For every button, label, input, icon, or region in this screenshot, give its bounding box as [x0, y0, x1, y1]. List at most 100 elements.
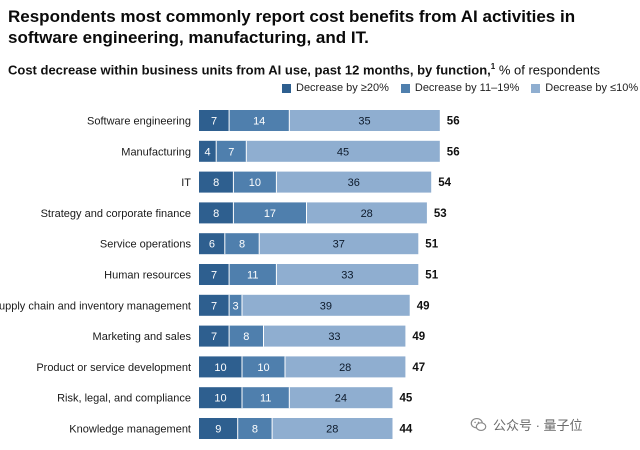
data-label: 11: [247, 270, 258, 282]
segment-divider: [215, 140, 217, 162]
bar-segment: [263, 325, 406, 347]
bar-segment: [289, 387, 393, 409]
segment-divider: [228, 110, 230, 131]
legend-swatch-dark: [282, 83, 291, 93]
data-label: 10: [257, 362, 269, 374]
bar-segment: [285, 356, 406, 378]
segment-divider: [228, 325, 230, 347]
total-label: 47: [412, 362, 425, 374]
segment-divider: [284, 356, 286, 378]
bar-segment: [289, 110, 440, 131]
total-label: 49: [412, 331, 425, 343]
legend-item-dark: Decrease by ≥20%: [282, 82, 389, 94]
data-label: 8: [213, 208, 219, 220]
total-label: 44: [400, 424, 413, 436]
bar-segment: [199, 418, 238, 439]
segment-divider: [263, 325, 264, 347]
data-label: 6: [209, 239, 215, 251]
watermark: 公众号 · 量子位: [470, 414, 583, 434]
bar-segment: [246, 140, 440, 162]
data-label: 7: [228, 146, 234, 158]
data-label: 11: [260, 393, 271, 405]
bar-segment: [199, 233, 225, 255]
legend-label-dark: Decrease by ≥20%: [296, 82, 389, 94]
data-label: 10: [214, 362, 226, 374]
segment-divider: [245, 140, 247, 162]
segment-divider: [258, 233, 260, 255]
bar-segment: [272, 418, 393, 439]
data-label: 39: [320, 300, 332, 312]
data-label: 33: [341, 270, 353, 282]
data-label: 28: [339, 362, 351, 374]
chart-subtitle: Cost decrease within business units from…: [8, 58, 638, 78]
legend-swatch-mid: [400, 83, 410, 93]
bar-segment: [276, 171, 432, 193]
data-label: 45: [337, 146, 349, 158]
data-label: 17: [264, 208, 276, 220]
category-label: Risk, legal, and compliance: [57, 393, 191, 405]
segment-divider: [232, 171, 234, 193]
segment-divider: [275, 171, 277, 193]
segment-divider: [224, 233, 226, 255]
category-label: Product or service development: [36, 362, 191, 374]
segment-divider: [241, 387, 243, 409]
bar-segment: [306, 202, 427, 224]
data-label: 10: [214, 393, 226, 405]
total-label: 45: [400, 393, 413, 405]
data-label: 28: [361, 208, 373, 220]
bar-segment: [233, 171, 277, 193]
total-label: 56: [447, 116, 460, 128]
bar-segment: [199, 202, 234, 224]
total-label: 49: [417, 300, 430, 312]
bar-segment: [199, 264, 230, 285]
legend-item-mid: Decrease by 11–19%: [400, 82, 520, 94]
data-label: 7: [211, 331, 217, 343]
bar-segment: [199, 140, 217, 162]
segment-divider: [237, 418, 239, 439]
bar-segment: [199, 294, 230, 316]
segment-divider: [232, 202, 234, 224]
footnote-marker: 1: [490, 62, 496, 71]
data-label: 36: [348, 177, 360, 189]
legend-item-light: Decrease by ≤10%: [531, 82, 638, 94]
data-label: 35: [358, 116, 370, 128]
data-label: 9: [215, 424, 221, 436]
total-label: 51: [425, 239, 438, 251]
data-label: 10: [249, 177, 261, 189]
segment-divider: [306, 202, 307, 224]
data-label: 7: [211, 116, 217, 128]
data-label: 7: [211, 300, 217, 312]
bar-segment: [199, 356, 242, 378]
total-label: 54: [438, 177, 451, 189]
category-label: Human resources: [104, 270, 191, 282]
segment-divider: [271, 418, 273, 439]
bar-segment: [229, 110, 290, 131]
bar-segment: [242, 356, 285, 378]
data-label: 8: [239, 239, 245, 251]
total-label: 51: [425, 270, 438, 282]
subtitle-main: Cost decrease within business units from…: [8, 62, 491, 78]
bar-segment: [242, 387, 290, 409]
category-label: Supply chain and inventory management: [0, 300, 191, 312]
bar-segment: [199, 110, 230, 131]
legend-label-light: Decrease by ≤10%: [545, 82, 639, 94]
bar-segment: [199, 171, 234, 193]
data-label: 7: [211, 270, 217, 282]
segment-divider: [288, 387, 290, 409]
total-label: 53: [434, 208, 447, 220]
legend-label-mid: Decrease by 11–19%: [414, 82, 520, 94]
category-label: Software engineering: [87, 116, 191, 128]
category-label: Service operations: [100, 239, 192, 251]
bar-segment: [229, 325, 264, 347]
category-label: IT: [181, 177, 191, 189]
data-label: 8: [243, 331, 249, 343]
category-label: Marketing and sales: [93, 331, 192, 343]
bar-segment: [199, 387, 242, 409]
chart-headline: Respondents most commonly report cost be…: [8, 7, 576, 47]
data-label: 8: [213, 177, 219, 189]
total-label: 56: [447, 146, 460, 158]
segment-divider: [241, 356, 243, 378]
data-label: 28: [326, 424, 338, 436]
segment-divider: [228, 264, 230, 285]
